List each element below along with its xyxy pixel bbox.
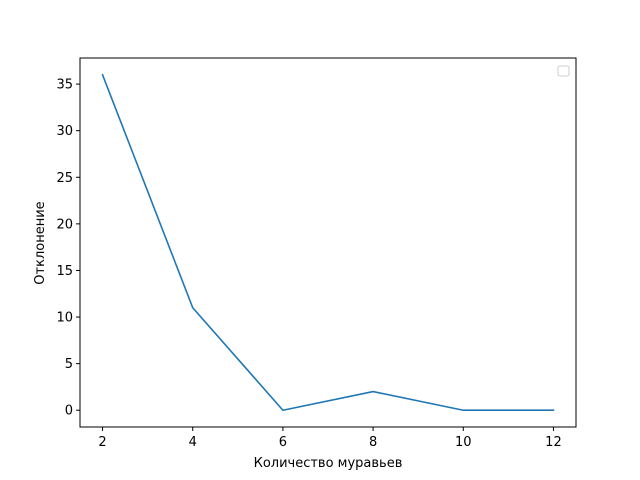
y-axis-ticks: 0 5 10 15 20 25 30 35 bbox=[56, 78, 80, 419]
y-tick-label: 20 bbox=[56, 217, 73, 232]
series-layer bbox=[101, 73, 555, 412]
y-tick-label: 25 bbox=[56, 171, 73, 186]
y-axis-label: Отклонение bbox=[33, 201, 48, 284]
x-tick-label: 12 bbox=[545, 435, 562, 450]
x-tick-label: 8 bbox=[369, 435, 377, 450]
x-tick-label: 2 bbox=[98, 435, 106, 450]
y-tick-label: 35 bbox=[56, 78, 73, 93]
plot-frame bbox=[79, 57, 577, 428]
x-axis-ticks: 2 4 6 8 10 12 bbox=[98, 427, 562, 450]
x-tick-label: 10 bbox=[455, 435, 472, 450]
plot-background bbox=[80, 58, 576, 427]
x-tick-label: 4 bbox=[189, 435, 197, 450]
y-tick-label: 5 bbox=[65, 357, 73, 372]
y-tick-label: 15 bbox=[56, 264, 73, 279]
y-tick-label: 10 bbox=[56, 311, 73, 326]
x-tick-label: 6 bbox=[279, 435, 287, 450]
y-tick-label: 0 bbox=[65, 404, 73, 419]
series-line bbox=[101, 73, 555, 412]
y-tick-label: 30 bbox=[56, 124, 73, 139]
x-axis-label: Количество муравьев bbox=[254, 456, 403, 471]
legend-box bbox=[557, 65, 570, 77]
